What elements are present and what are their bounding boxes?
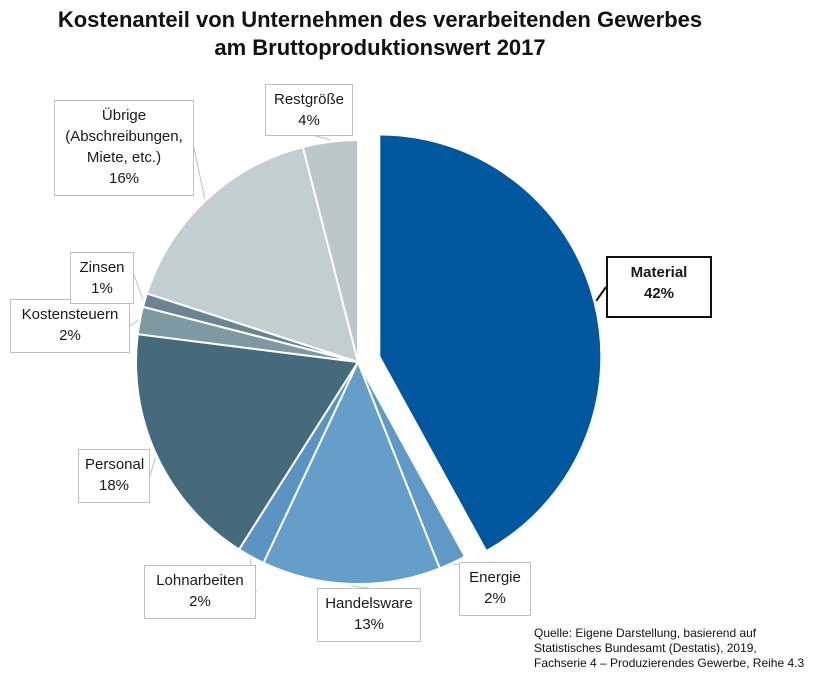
data-label-value: 2% (189, 593, 211, 610)
chart-title-line-1: Kostenanteil von Unternehmen des verarbe… (57, 7, 703, 32)
pie-slice-handelsware (262, 361, 441, 585)
callout-pointer-kostensteuern (129, 319, 139, 327)
callout-pointer-personal (149, 457, 156, 477)
data-label-value: 42% (643, 285, 675, 302)
data-label-name: Restgröße (273, 91, 345, 108)
pie-slices (135, 133, 603, 585)
callout-material: Material 42% (606, 256, 712, 318)
callout-pointer-zinsen (133, 274, 144, 300)
callout-uebrige-abschreibungen-miete-etc: Übrige (Abschreibungen, Miete, etc.) 16% (54, 100, 194, 196)
callout-lohnarbeiten: Lohnarbeiten 2% (144, 565, 256, 619)
callout-pointer-material (595, 286, 607, 302)
source-line-2: Statistisches Bundesamt (Destatis), 2019… (534, 641, 757, 655)
source-line-1: Quelle: Eigene Darstellung, basierend au… (534, 626, 757, 640)
pie-slice-restgroesse (301, 139, 359, 363)
callout-personal: Personal 18% (78, 449, 150, 503)
pie-slice-material (378, 133, 603, 553)
callout-zinsen: Zinsen 1% (70, 252, 134, 304)
callout-handelsware: Handelsware 13% (317, 588, 421, 642)
callout-pointer-uebrige-abschreibungen-miete-etc (193, 147, 206, 199)
data-label-name: Miete, etc.) (86, 149, 162, 166)
data-label-value: 13% (353, 616, 385, 633)
data-label-value: 1% (91, 280, 113, 297)
data-label-name: Handelsware (325, 595, 413, 612)
data-label-value: 16% (108, 170, 140, 187)
data-label-value: 2% (484, 590, 506, 607)
data-label-value: 4% (298, 112, 320, 129)
source-note: Quelle: Eigene Darstellung, basierend au… (534, 626, 830, 671)
data-label-name: Energie (469, 569, 521, 586)
source-line-3: Fachserie 4 – Produzierendes Gewerbe, Re… (534, 656, 805, 670)
chart-title: Kostenanteil von Unternehmen des verarbe… (0, 6, 760, 62)
callout-kostensteuern: Kostensteuern 2% (10, 299, 130, 353)
data-label-name: Zinsen (79, 259, 125, 276)
data-label-name: Lohnarbeiten (156, 572, 244, 589)
data-label-name: (Abschreibungen, (65, 128, 183, 145)
data-label-name: Kostensteuern (21, 306, 119, 323)
chart-title-line-2: am Bruttoproduktionswert 2017 (214, 35, 546, 60)
data-label-name: Material (630, 264, 688, 281)
callout-energie: Energie 2% (459, 562, 531, 616)
data-label-value: 18% (98, 477, 130, 494)
pie-slice-personal (135, 333, 359, 551)
callout-pointer-handelsware (350, 585, 370, 589)
data-label-value: 2% (59, 327, 81, 344)
data-label-name: Übrige (101, 107, 147, 124)
callout-restgroesse: Restgröße 4% (265, 84, 353, 136)
pie-slice-uebrige-abschreibungen-miete-etc (145, 145, 359, 363)
data-label-name: Personal (85, 456, 145, 473)
